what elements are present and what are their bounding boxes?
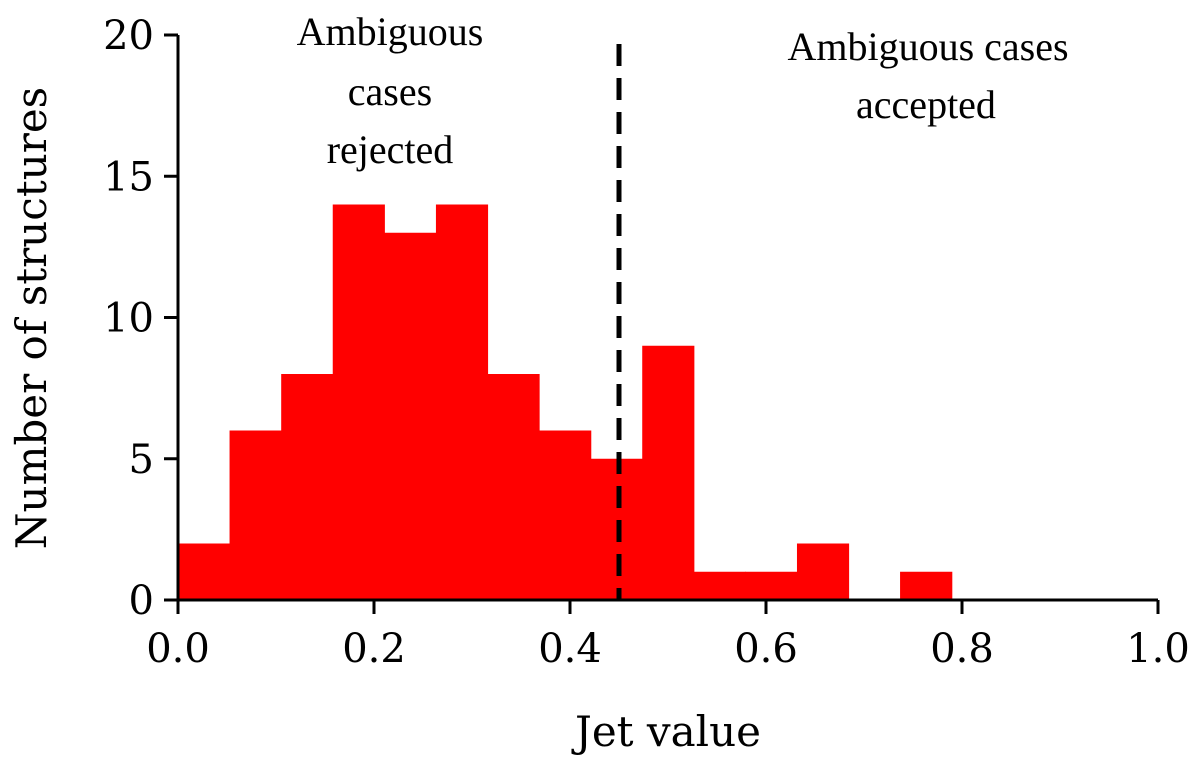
- annotation-accepted-line-1: Ambiguous cases: [787, 24, 1068, 69]
- histogram-bar: [178, 543, 231, 600]
- x-ticks: 0.0 0.2 0.4 0.6 0.8 1.0: [146, 600, 1190, 672]
- histogram-bar: [435, 204, 489, 600]
- histogram-bar: [900, 571, 953, 600]
- annotation-rejected-line-2: cases: [348, 69, 432, 114]
- histogram-bar: [796, 543, 850, 600]
- histogram-bar: [332, 204, 385, 600]
- histogram-bar: [693, 571, 746, 600]
- histogram-bar: [539, 430, 592, 600]
- annotation-rejected-line-1: Ambiguous: [297, 9, 484, 54]
- y-tick-label: 15: [103, 154, 154, 200]
- histogram-bars: [178, 204, 953, 600]
- x-tick-label: 1.0: [1126, 626, 1190, 672]
- x-tick-label: 0.2: [342, 626, 406, 672]
- x-tick-label: 0.0: [146, 626, 210, 672]
- y-tick-label: 20: [103, 13, 154, 59]
- x-axis-title: Jet value: [571, 707, 761, 756]
- histogram-bar: [745, 571, 798, 600]
- x-tick-label: 0.4: [538, 626, 602, 672]
- histogram-bar: [487, 374, 540, 600]
- y-tick-label: 0: [129, 578, 154, 624]
- histogram-bar: [281, 374, 334, 600]
- annotation-rejected-line-3: rejected: [327, 127, 454, 172]
- y-tick-label: 5: [129, 437, 154, 483]
- y-ticks: 0 5 10 15 20: [103, 13, 178, 624]
- histogram-bar: [229, 430, 282, 600]
- histogram-bar: [384, 232, 437, 600]
- annotation-accepted-line-2: accepted: [856, 82, 996, 127]
- x-tick-label: 0.8: [930, 626, 994, 672]
- y-axis-title: Number of structures: [7, 87, 56, 549]
- x-tick-label: 0.6: [734, 626, 798, 672]
- histogram-bar: [642, 345, 695, 600]
- y-tick-label: 10: [103, 296, 154, 342]
